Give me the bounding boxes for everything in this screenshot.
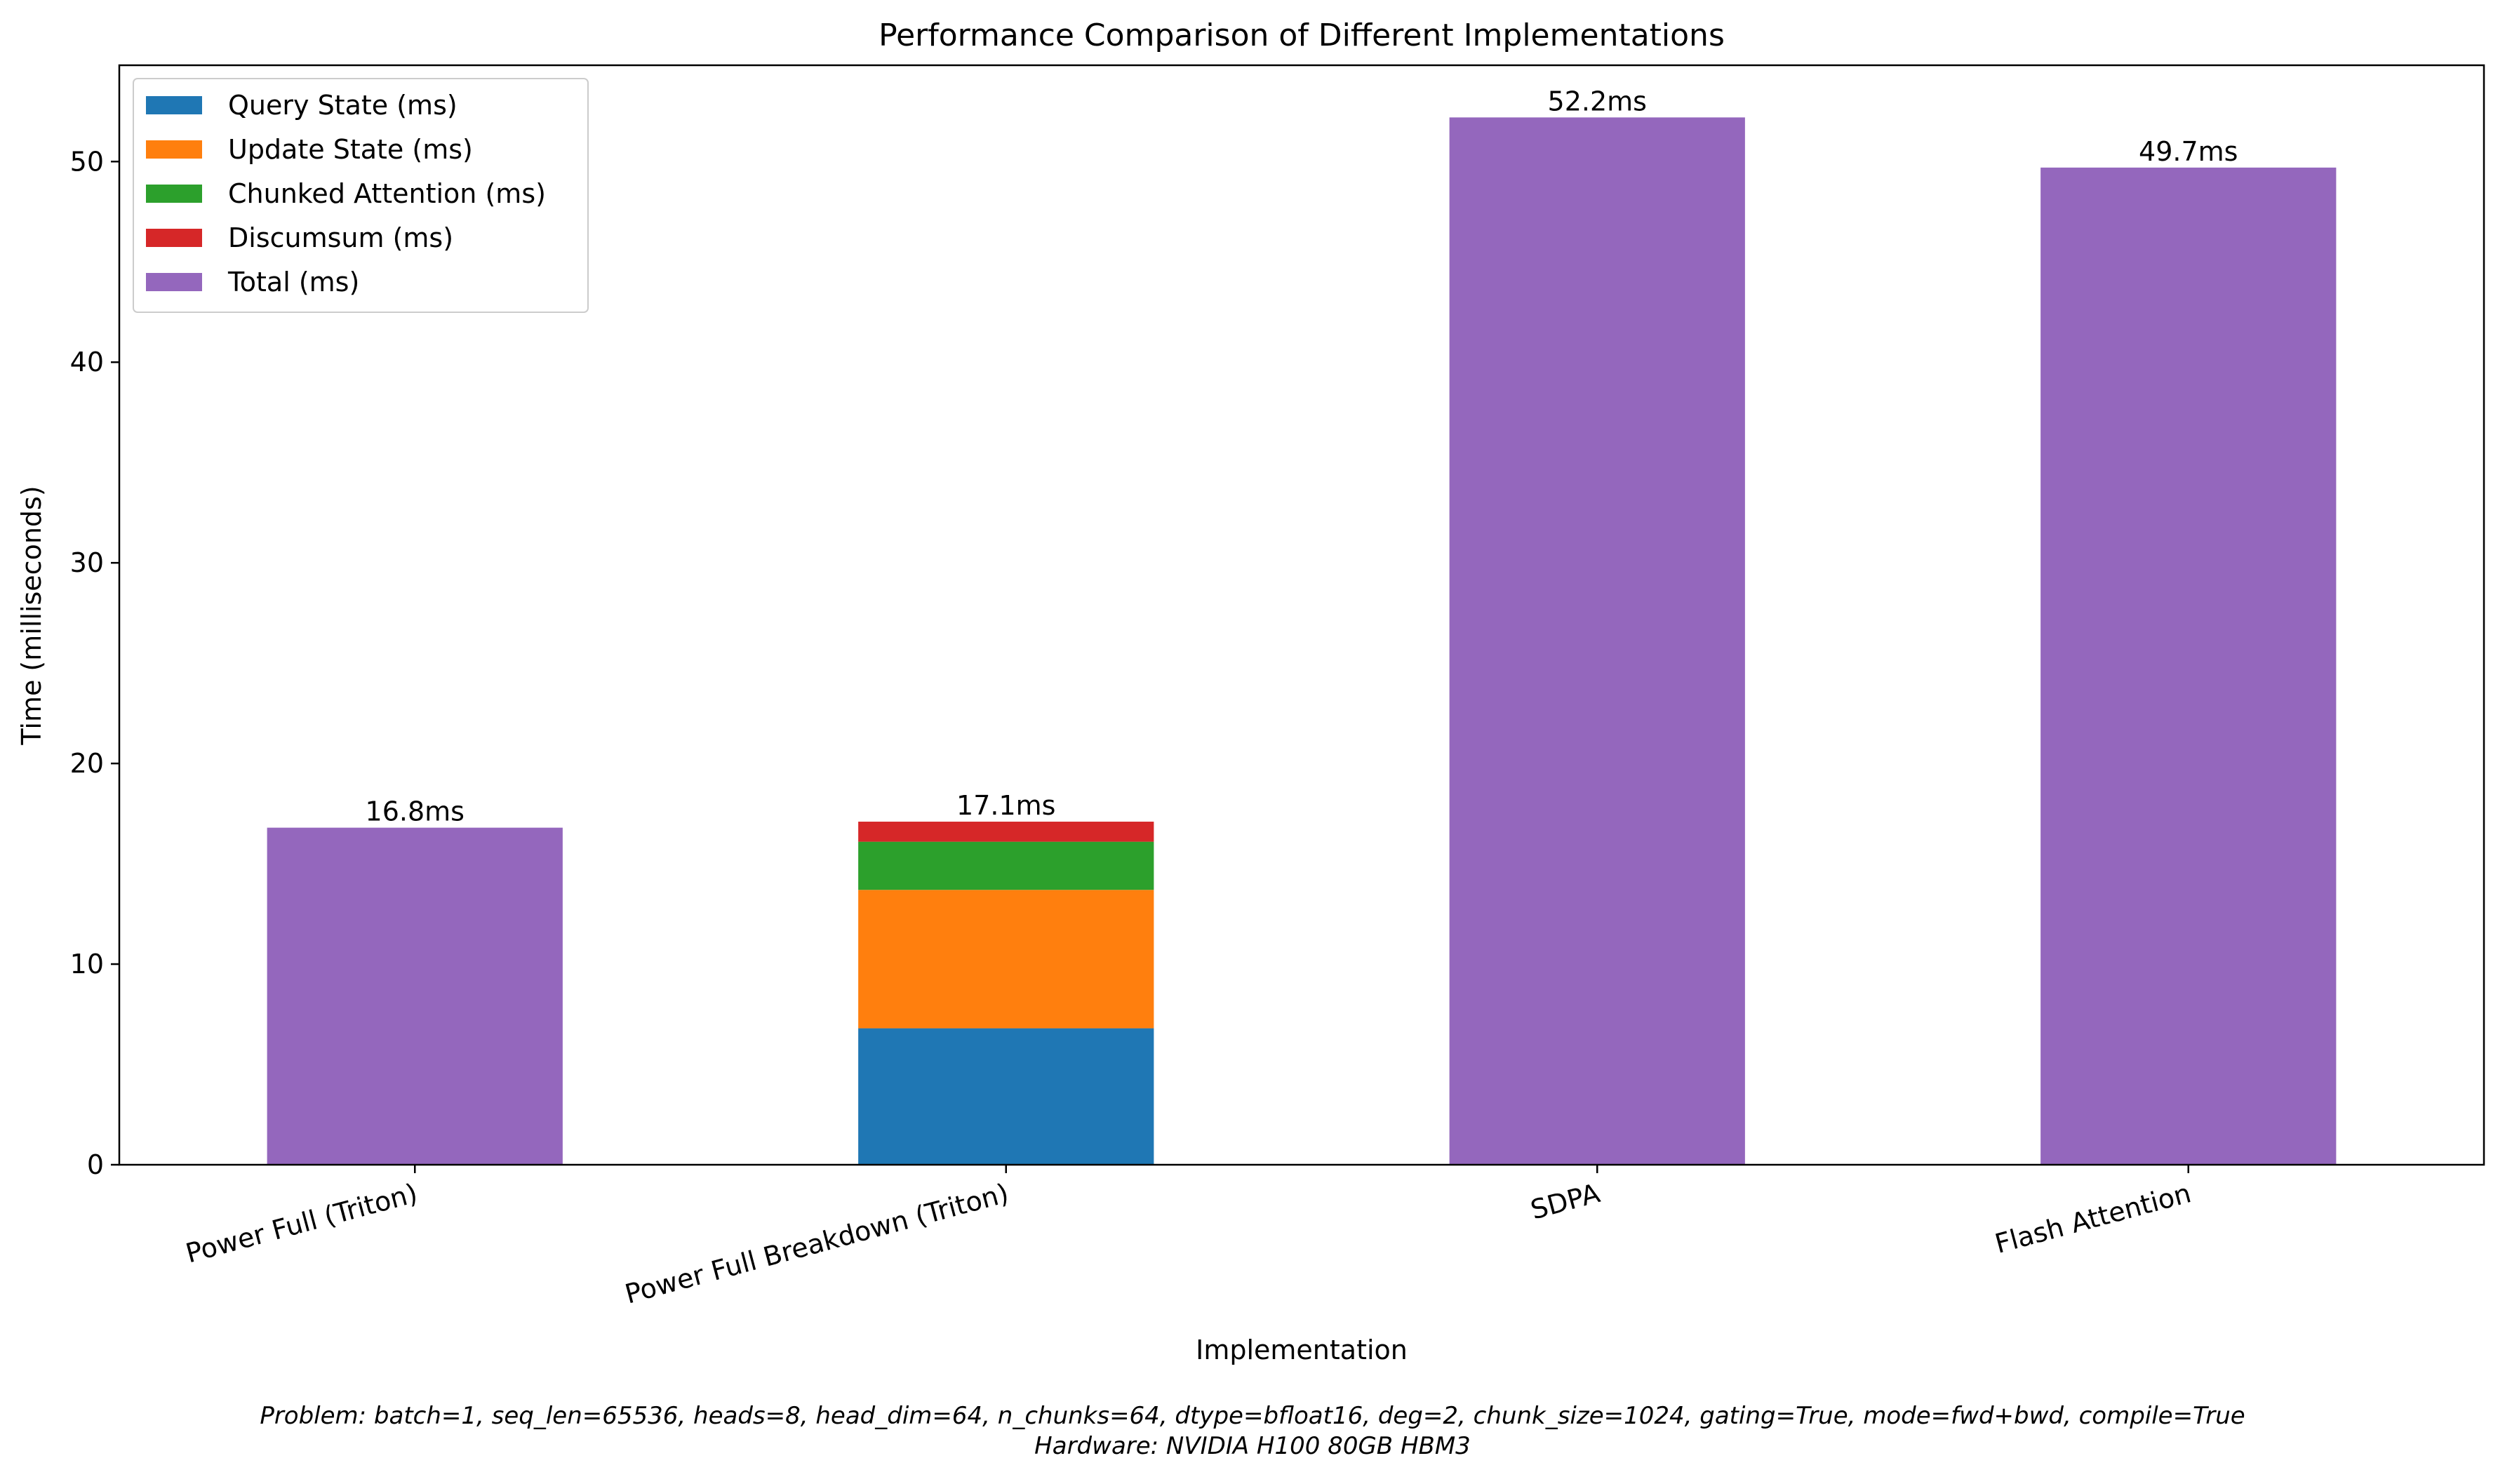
bar-update-state-ms-power-full-breakdown-triton <box>858 890 1154 1029</box>
y-tick-label: 30 <box>70 547 104 578</box>
bar-chunked-attention-ms-power-full-breakdown-triton <box>858 841 1154 890</box>
data-label-power-full-triton: 16.8ms <box>366 796 465 827</box>
bar-total-ms-sdpa <box>1449 117 1745 1165</box>
plot-frame <box>118 64 2485 1166</box>
legend-label-chunked-attention-ms: Chunked Attention (ms) <box>228 178 546 209</box>
legend-box <box>133 78 589 313</box>
data-label-flash-attention: 49.7ms <box>2139 136 2238 167</box>
bar-total-ms-power-full-triton <box>267 827 563 1165</box>
bar-total-ms-flash-attention <box>2040 167 2337 1165</box>
y-tick-label: 10 <box>70 949 104 980</box>
legend-label-query-state-ms: Query State (ms) <box>228 90 457 121</box>
y-axis-label: Time (milliseconds) <box>16 486 47 745</box>
x-tick-label-power-full-triton: Power Full (Triton) <box>182 1177 421 1269</box>
legend-swatch-chunked-attention-ms <box>146 185 202 203</box>
x-tick-label-power-full-breakdown-triton: Power Full Breakdown (Triton) <box>622 1177 1012 1309</box>
x-axis: Power Full (Triton) Power Full Breakdown … <box>182 1165 2194 1310</box>
chart-title: Performance Comparison of Different Impl… <box>879 18 1725 53</box>
x-axis-label: Implementation <box>1196 1335 1408 1365</box>
legend-swatch-discumsum-ms <box>146 229 202 247</box>
y-axis: 0 10 20 30 40 50 <box>70 146 119 1180</box>
y-tick-label: 50 <box>70 146 104 177</box>
legend-swatch-query-state-ms <box>146 96 202 114</box>
data-label-power-full-breakdown-triton: 17.1ms <box>956 790 1055 821</box>
footnote-problem: Problem: batch=1, seq_len=65536, heads=8… <box>260 1402 2245 1430</box>
footnote-hardware: Hardware: NVIDIA H100 80GB HBM3 <box>1034 1432 1471 1460</box>
data-label-sdpa: 52.2ms <box>1548 86 1647 116</box>
legend-label-update-state-ms: Update State (ms) <box>228 134 473 165</box>
bar-query-state-ms-power-full-breakdown-triton <box>858 1028 1154 1165</box>
bars-layer <box>267 117 2337 1165</box>
legend: Query State (ms) Update State (ms) Chunked… <box>133 78 589 313</box>
bar-discumsum-ms-power-full-breakdown-triton <box>858 822 1154 842</box>
x-tick-label-sdpa: SDPA <box>1528 1177 1603 1225</box>
legend-swatch-total-ms <box>146 273 202 291</box>
data-labels-layer: 16.8ms 17.1ms 52.2ms 49.7ms <box>366 86 2238 827</box>
y-tick-label: 40 <box>70 347 104 377</box>
y-tick-label: 20 <box>70 748 104 779</box>
x-tick-label-flash-attention: Flash Attention <box>1991 1177 2194 1259</box>
legend-label-discumsum-ms: Discumsum (ms) <box>228 222 453 253</box>
legend-swatch-update-state-ms <box>146 140 202 159</box>
legend-label-total-ms: Total (ms) <box>227 267 359 298</box>
y-tick-label: 0 <box>87 1149 104 1180</box>
